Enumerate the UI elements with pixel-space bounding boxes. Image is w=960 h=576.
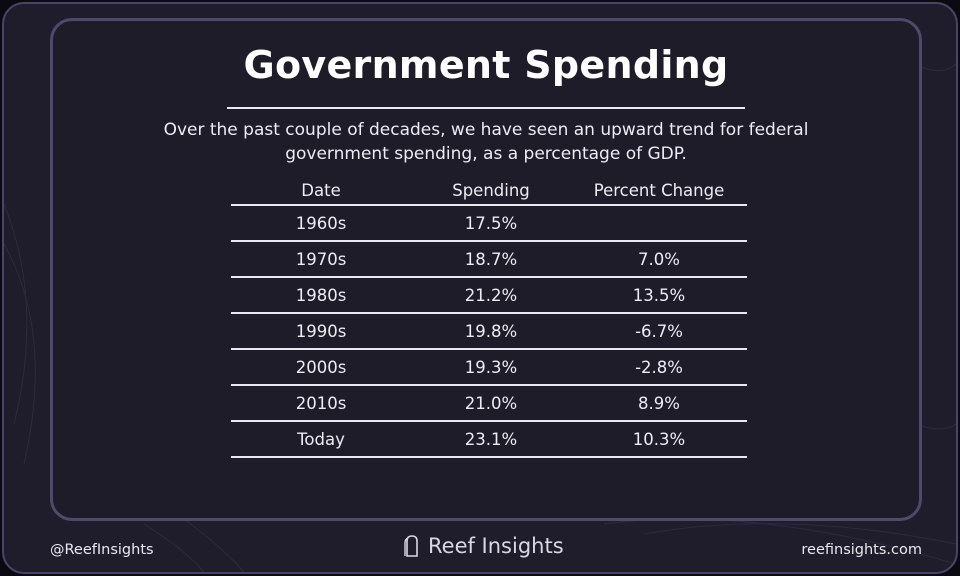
cell-spending: 21.2% xyxy=(411,277,571,314)
table-row: 1970s 18.7% 7.0% xyxy=(231,241,747,278)
cell-spending: 21.0% xyxy=(411,385,571,422)
cell-percent-change: 10.3% xyxy=(571,421,747,458)
social-handle: @ReefInsights xyxy=(50,542,154,558)
table-row: 2000s 19.3% -2.8% xyxy=(231,349,747,386)
cell-date: 1990s xyxy=(231,313,411,350)
cell-percent-change: -6.7% xyxy=(571,313,747,350)
spending-table: Date Spending Percent Change 1960s 17.5% 1… xyxy=(231,177,747,458)
table-header-row: Date Spending Percent Change xyxy=(231,177,747,206)
cell-date: 2000s xyxy=(231,349,411,386)
reef-logo-icon xyxy=(404,535,418,557)
website-link[interactable]: reefinsights.com xyxy=(801,542,922,558)
header-spending: Spending xyxy=(411,177,571,206)
cell-spending: 19.8% xyxy=(411,313,571,350)
cell-spending: 18.7% xyxy=(411,241,571,278)
table-row: 1980s 21.2% 13.5% xyxy=(231,277,747,314)
cell-date: 2010s xyxy=(231,385,411,422)
brand: Reef Insights xyxy=(404,534,564,558)
cell-date: 1980s xyxy=(231,277,411,314)
page-title: Government Spending xyxy=(243,43,729,87)
cell-spending: 19.3% xyxy=(411,349,571,386)
cell-percent-change xyxy=(571,205,747,242)
cell-percent-change: 13.5% xyxy=(571,277,747,314)
cell-spending: 23.1% xyxy=(411,421,571,458)
title-divider xyxy=(227,107,745,109)
cell-percent-change: 7.0% xyxy=(571,241,747,278)
content-card: Government Spending Over the past couple… xyxy=(50,18,922,521)
brand-name: Reef Insights xyxy=(428,534,564,558)
table-row: 2010s 21.0% 8.9% xyxy=(231,385,747,422)
cell-spending: 17.5% xyxy=(411,205,571,242)
header-date: Date xyxy=(231,177,411,206)
cell-percent-change: 8.9% xyxy=(571,385,747,422)
table-row: 1960s 17.5% xyxy=(231,205,747,242)
cell-date: Today xyxy=(231,421,411,458)
table-row: 1990s 19.8% -6.7% xyxy=(231,313,747,350)
subtitle: Over the past couple of decades, we have… xyxy=(163,120,809,164)
cell-date: 1960s xyxy=(231,205,411,242)
cell-percent-change: -2.8% xyxy=(571,349,747,386)
table-row: Today 23.1% 10.3% xyxy=(231,421,747,458)
cell-date: 1970s xyxy=(231,241,411,278)
header-percent-change: Percent Change xyxy=(571,177,747,206)
